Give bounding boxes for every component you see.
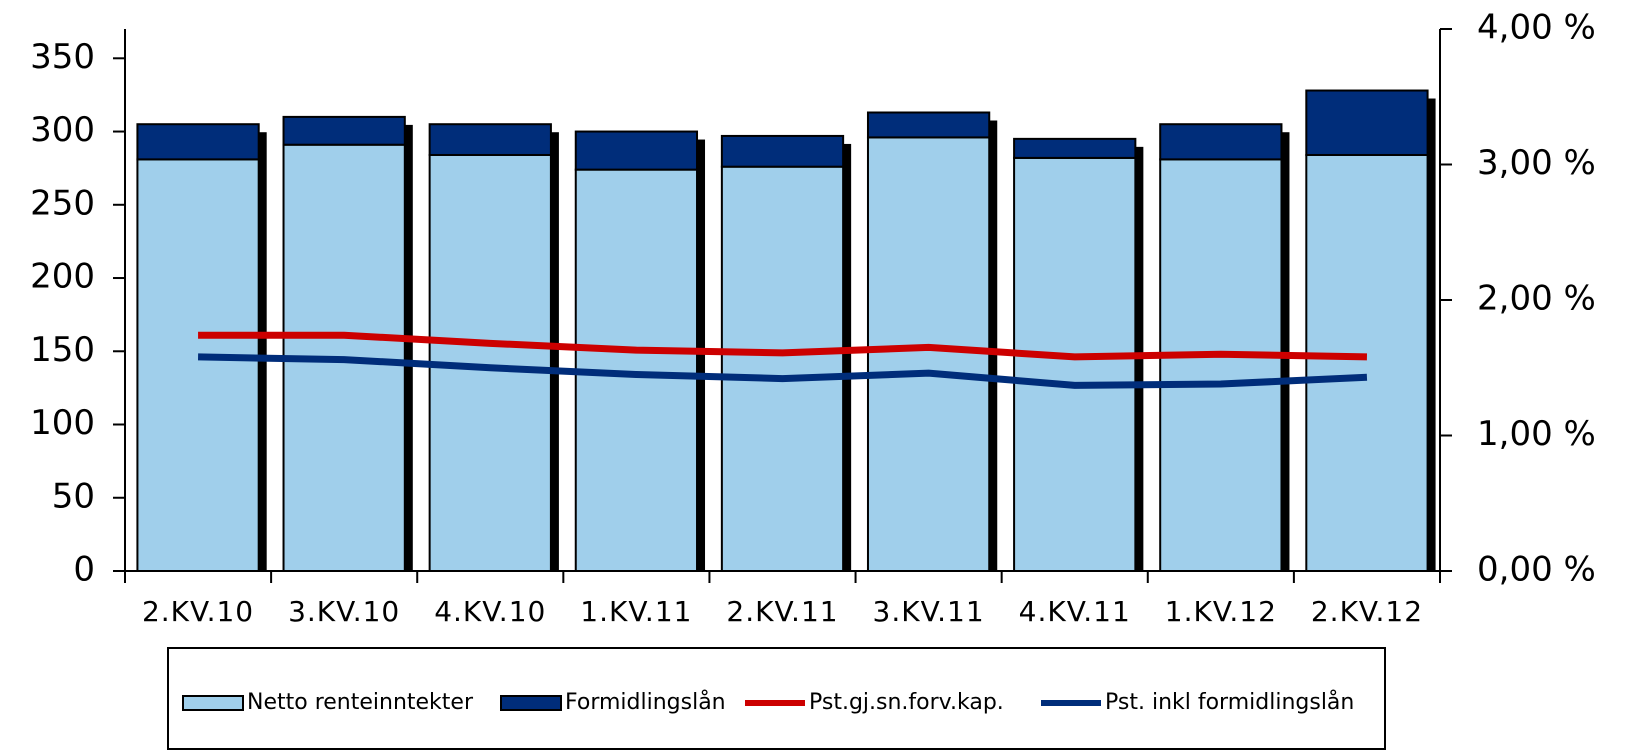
bar-segment xyxy=(1159,123,1283,161)
y-tick-label: 50 xyxy=(52,476,95,516)
x-tick-label: 2.KV.12 xyxy=(1311,595,1423,628)
legend-box xyxy=(167,647,1386,750)
bar-depth xyxy=(1427,98,1436,571)
legend-label: Formidlingslån xyxy=(565,689,726,715)
bar-segment xyxy=(866,136,991,572)
x-tick-label: 2.KV.11 xyxy=(726,595,838,628)
bar-segment xyxy=(136,123,260,161)
bar-segment xyxy=(866,111,991,139)
bar-depth xyxy=(258,132,267,571)
y2-tick-label: 0,00 % xyxy=(1477,550,1596,590)
bar-depth xyxy=(404,124,413,571)
x-tick-label: 3.KV.10 xyxy=(288,595,400,628)
legend-label: Pst.gj.sn.forv.kap. xyxy=(809,690,1004,715)
bar-depth xyxy=(550,132,559,571)
bar-segment xyxy=(720,165,845,572)
line-series xyxy=(197,353,1368,389)
y-tick-label: 150 xyxy=(30,330,95,370)
bar-depth xyxy=(843,143,852,572)
y2-tick-label: 3,00 % xyxy=(1477,143,1596,183)
bar-depth xyxy=(989,120,998,571)
legend-swatch xyxy=(182,695,244,711)
bar-segment xyxy=(1159,158,1283,572)
x-tick-label: 3.KV.11 xyxy=(873,595,985,628)
y-tick-label: 250 xyxy=(30,183,95,223)
bar-segment xyxy=(428,123,552,156)
bar-segment xyxy=(1305,89,1429,156)
bar-segment xyxy=(136,158,260,572)
y2-tick-label: 2,00 % xyxy=(1477,279,1596,319)
y-tick-label: 350 xyxy=(30,37,95,77)
x-tick-label: 1.KV.11 xyxy=(580,595,692,628)
bar-segment xyxy=(720,134,845,168)
y2-tick-label: 4,00 % xyxy=(1477,8,1596,48)
x-tick-label: 4.KV.10 xyxy=(434,595,546,628)
y-tick-label: 200 xyxy=(30,257,95,297)
x-tick-label: 1.KV.12 xyxy=(1165,595,1277,628)
line-series xyxy=(198,331,1368,361)
bar-segment xyxy=(282,115,406,146)
legend-swatch xyxy=(500,695,562,711)
bar-segment xyxy=(574,130,699,171)
bar-depth xyxy=(697,139,706,572)
y2-tick-label: 1,00 % xyxy=(1477,414,1596,454)
legend-label: Pst. inkl formidlingslån xyxy=(1105,689,1354,715)
x-tick-label: 4.KV.11 xyxy=(1019,595,1131,628)
bar-segment xyxy=(1305,153,1429,572)
y-tick-label: 300 xyxy=(30,110,95,150)
bar-segment xyxy=(1013,137,1137,159)
y-tick-label: 0 xyxy=(73,550,95,590)
bar-depth xyxy=(1281,132,1290,571)
y-tick-label: 100 xyxy=(30,403,95,443)
legend-label: Netto renteinntekter xyxy=(247,690,474,715)
bar-segment xyxy=(1013,156,1137,572)
x-tick-label: 2.KV.10 xyxy=(142,595,254,628)
